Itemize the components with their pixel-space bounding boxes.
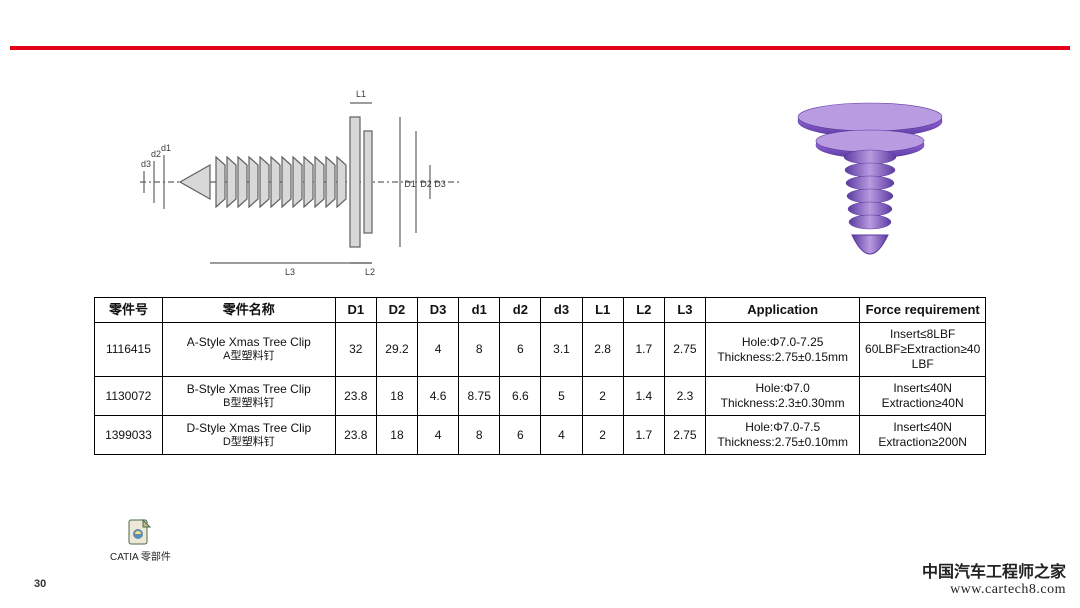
cell-d1: 8 [459,323,500,377]
cell-L1: 2.8 [582,323,623,377]
th-force: Force requirement [860,298,986,323]
svg-text:L1: L1 [356,89,366,99]
cell-D1: 32 [335,323,376,377]
cell-force: Insert≤8LBF 60LBF≥Extraction≥40LBF [860,323,986,377]
cell-part-name: D-Style Xmas Tree ClipD型塑料钉 [162,416,335,455]
cell-d2: 6 [500,323,541,377]
th-part-no: 零件号 [95,298,163,323]
cell-d1: 8.75 [459,377,500,416]
cell-part-name-en: D-Style Xmas Tree Clip [165,421,333,436]
cell-L2: 1.4 [623,377,664,416]
divider-line [10,46,1070,50]
watermark-url: www.cartech8.com [922,582,1066,598]
svg-text:d1: d1 [161,143,171,153]
cell-D2: 18 [376,416,417,455]
cell-D1: 23.8 [335,377,376,416]
cell-part-name-cn: D型塑料钉 [165,436,333,450]
cell-d3: 5 [541,377,582,416]
cell-d2: 6.6 [500,377,541,416]
cell-d1: 8 [459,416,500,455]
cell-L1: 2 [582,416,623,455]
th-d3: d3 [541,298,582,323]
cell-D2: 18 [376,377,417,416]
diagram-row: L1 L2 L3 D1 D2D3 d1d2d3 [120,78,960,286]
table-row: 1116415A-Style Xmas Tree ClipA型塑料钉3229.2… [95,323,986,377]
cell-part-name-en: B-Style Xmas Tree Clip [165,382,333,397]
th-D2: D2 [376,298,417,323]
cell-D3: 4.6 [418,377,459,416]
th-part-name: 零件名称 [162,298,335,323]
svg-text:D3: D3 [434,179,446,189]
table-row: 1399033D-Style Xmas Tree ClipD型塑料钉23.818… [95,416,986,455]
catia-link[interactable]: CATIA 零部件 [110,518,171,563]
cell-d3: 3.1 [541,323,582,377]
th-d2: d2 [500,298,541,323]
table-row: 1130072B-Style Xmas Tree ClipB型塑料钉23.818… [95,377,986,416]
cell-application: Hole:Φ7.0-7.5 Thickness:2.75±0.10mm [706,416,860,455]
svg-text:L2: L2 [365,267,375,277]
th-L3: L3 [664,298,705,323]
th-L1: L1 [582,298,623,323]
cell-part-no: 1399033 [95,416,163,455]
th-D1: D1 [335,298,376,323]
cell-part-no: 1116415 [95,323,163,377]
watermark: 中国汽车工程师之家 www.cartech8.com [922,558,1066,598]
cell-L3: 2.75 [664,416,705,455]
svg-text:L3: L3 [285,267,295,277]
cell-D2: 29.2 [376,323,417,377]
th-D3: D3 [418,298,459,323]
cell-application: Hole:Φ7.0 Thickness:2.3±0.30mm [706,377,860,416]
svg-text:D2: D2 [420,179,432,189]
cell-L3: 2.3 [664,377,705,416]
cell-force: Insert≤40N Extraction≥40N [860,377,986,416]
cell-part-name-cn: A型塑料钉 [165,350,333,364]
cell-part-no: 1130072 [95,377,163,416]
cell-part-name-cn: B型塑料钉 [165,397,333,411]
cell-L1: 2 [582,377,623,416]
cell-part-name: A-Style Xmas Tree ClipA型塑料钉 [162,323,335,377]
cell-D3: 4 [418,323,459,377]
catia-file-icon [126,518,154,546]
table-header-row: 零件号 零件名称 D1 D2 D3 d1 d2 d3 L1 L2 L3 Appl… [95,298,986,323]
catia-label: CATIA 零部件 [110,548,171,563]
cell-d2: 6 [500,416,541,455]
watermark-cn: 中国汽车工程师之家 [922,558,1066,582]
cell-L2: 1.7 [623,416,664,455]
svg-text:d3: d3 [141,159,151,169]
th-L2: L2 [623,298,664,323]
th-application: Application [706,298,860,323]
cell-part-name-en: A-Style Xmas Tree Clip [165,335,333,350]
cell-L2: 1.7 [623,323,664,377]
cell-L3: 2.75 [664,323,705,377]
page-number: 30 [34,578,46,590]
cell-force: Insert≤40N Extraction≥200N [860,416,986,455]
cell-application: Hole:Φ7.0-7.25 Thickness:2.75±0.15mm [706,323,860,377]
cell-part-name: B-Style Xmas Tree ClipB型塑料钉 [162,377,335,416]
svg-text:D1: D1 [404,179,416,189]
svg-text:d2: d2 [151,149,161,159]
spec-table: 零件号 零件名称 D1 D2 D3 d1 d2 d3 L1 L2 L3 Appl… [94,297,986,455]
technical-drawing: L1 L2 L3 D1 D2D3 d1d2d3 [120,87,480,277]
cell-D1: 23.8 [335,416,376,455]
cell-D3: 4 [418,416,459,455]
th-d1: d1 [459,298,500,323]
cell-d3: 4 [541,416,582,455]
clip-3d-render [780,87,960,277]
